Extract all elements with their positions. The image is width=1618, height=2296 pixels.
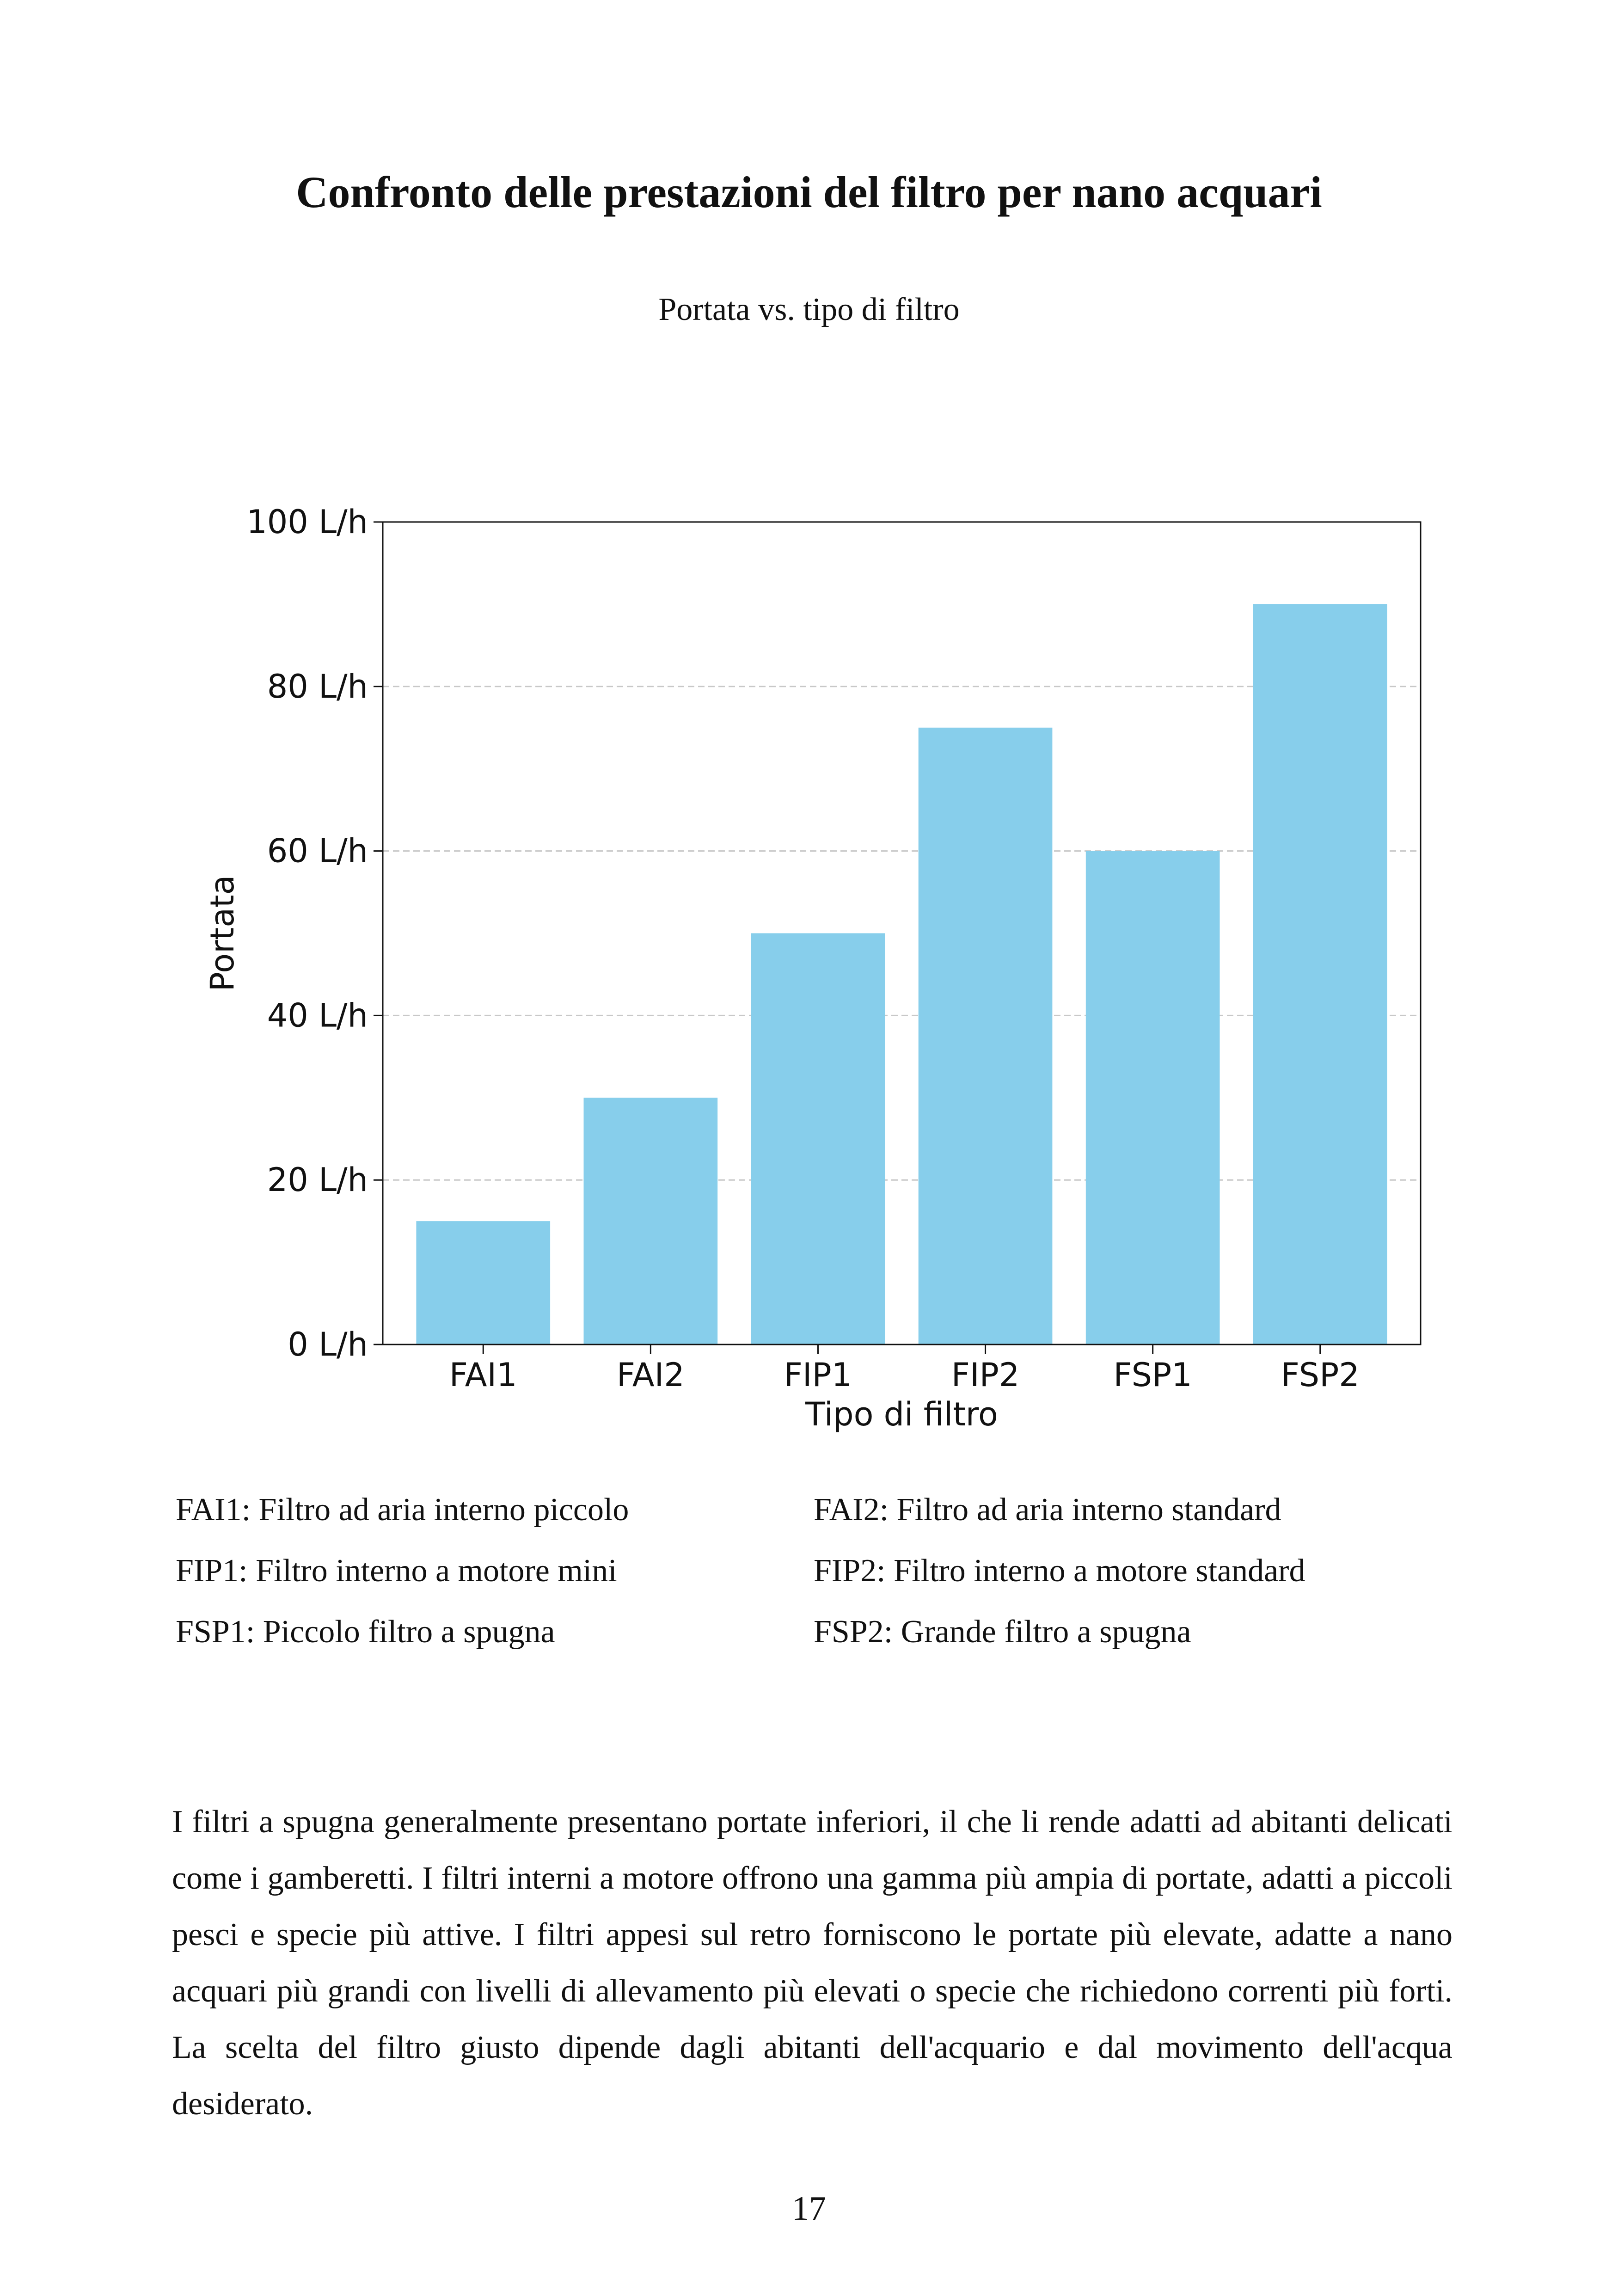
y-tick-label: 80 L/h [267,668,368,706]
y-axis-ticks: 0 L/h 20 L/h 40 L/h 60 L/h 80 L/h 100 L/h [246,503,383,1363]
x-tick-label: FSP2 [1281,1356,1360,1394]
legend-item-fai2: FAI2: Filtro ad aria interno standard [814,1492,1281,1528]
body-paragraph: I filtri a spugna generalmente presentan… [172,1804,1453,2122]
page-number: 17 [792,2190,826,2228]
x-axis-ticks: FAI1 FAI2 FIP1 FIP2 FSP1 FSP2 [449,1344,1360,1394]
y-tick-label: 60 L/h [267,832,368,870]
bars [416,604,1387,1344]
x-tick-label: FIP2 [951,1356,1020,1394]
bar-fai2 [583,1098,718,1344]
bar-chart: 0 L/h 20 L/h 40 L/h 60 L/h 80 L/h 100 L/h FAI… [203,503,1422,1433]
bar-fai1 [416,1221,551,1344]
legend-item-fsp1: FSP1: Piccolo filtro a spugna [176,1614,555,1650]
x-axis-label: Tipo di filtro [805,1395,998,1433]
bar-fsp2 [1253,604,1387,1344]
bar-fsp1 [1085,851,1220,1344]
x-tick-label: FAI2 [617,1356,685,1394]
y-axis-label: Portata [203,875,241,991]
y-tick-label: 100 L/h [246,503,368,541]
x-tick-label: FSP1 [1114,1356,1192,1394]
y-tick-label: 20 L/h [267,1161,368,1199]
legend-item-fsp2: FSP2: Grande filtro a spugna [814,1614,1191,1650]
plot-frame [382,521,1422,1345]
legend-item-fip2: FIP2: Filtro interno a motore standard [814,1553,1305,1589]
chart-subtitle: Portata vs. tipo di filtro [658,292,960,327]
y-tick-label: 40 L/h [267,996,368,1034]
page-title: Confronto delle prestazioni del filtro p… [296,167,1322,217]
gridlines [383,686,1421,1181]
legend-item-fai1: FAI1: Filtro ad aria interno piccolo [176,1492,629,1528]
legend-item-fip1: FIP1: Filtro interno a motore mini [176,1553,617,1589]
bar-fip1 [751,933,885,1344]
filter-legend: FAI1: Filtro ad aria interno piccolo FAI… [176,1489,1452,1653]
bar-fip2 [918,727,1053,1344]
x-tick-label: FIP1 [784,1356,852,1394]
x-tick-label: FAI1 [449,1356,517,1394]
y-tick-label: 0 L/h [288,1326,368,1363]
